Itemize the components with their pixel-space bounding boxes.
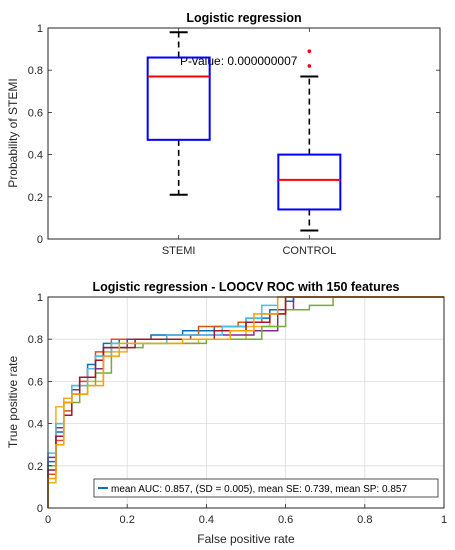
box-plot-x-ticks: STEMI CONTROL [162,28,336,257]
roc-y-tick-label: 0.8 [28,334,43,346]
roc-x-tick-label: 0.8 [357,514,372,526]
roc-x-axis-label: False positive rate [197,532,295,546]
roc-legend-box [93,478,439,498]
roc-legend-label: mean AUC: 0.857, (SD = 0.005), mean SE: … [111,484,407,495]
roc-legend: mean AUC: 0.857, (SD = 0.005), mean SE: … [93,478,439,498]
roc-axes-frame [47,296,445,509]
roc-curve-7 [47,296,444,508]
roc-x-tick-label: 0.2 [120,514,135,526]
box-plot-title: Logistic regression [186,11,301,25]
box-y-tick-label: 0.8 [28,65,43,77]
box-y-tick-label: 0 [37,234,43,246]
roc-chart: Logistic regression - LOOCV ROC with 150… [6,280,447,546]
box-x-tick-label: STEMI [162,245,196,257]
box-plot-y-axis-label: Probability of STEMI [6,78,20,187]
roc-y-ticks: 0 0.2 0.4 0.6 0.8 1 [28,292,52,515]
box-y-tick-label: 0.2 [28,192,43,204]
p-value-annotation: P-value: 0.000000007 [180,54,298,68]
iqr-box [146,56,211,141]
roc-y-tick-label: 0.6 [28,376,43,388]
roc-x-tick-label: 0 [45,514,51,526]
roc-y-tick-label: 0.4 [28,419,43,431]
box-plot-axes-frame [47,27,441,240]
iqr-box [277,153,342,211]
roc-y-tick-label: 1 [37,292,43,304]
roc-y-axis-label: True positive rate [6,356,20,449]
box-y-tick-label: 0.4 [28,150,43,162]
box-plot-marks [146,31,342,232]
roc-x-ticks: 0 0.2 0.4 0.6 0.8 1 [45,504,447,526]
box-y-tick-label: 0.6 [28,107,43,119]
roc-y-tick-label: 0 [37,503,43,515]
roc-curves [47,296,444,508]
outlier-point [307,64,312,68]
box-x-tick-label: CONTROL [282,245,336,257]
box-plot-chart: Logistic regression Probability of STEMI… [6,11,441,257]
outlier-point [307,49,312,54]
roc-x-tick-label: 0.6 [278,514,293,526]
roc-title: Logistic regression - LOOCV ROC with 150… [92,280,399,294]
roc-x-tick-label: 0.4 [199,514,214,526]
box-plot-y-ticks: 0 0.2 0.4 0.6 0.8 1 [28,23,440,246]
box-y-tick-label: 1 [37,23,43,35]
roc-curve-8 [47,296,444,508]
roc-y-tick-label: 0.2 [28,461,43,473]
roc-x-tick-label: 1 [441,514,447,526]
